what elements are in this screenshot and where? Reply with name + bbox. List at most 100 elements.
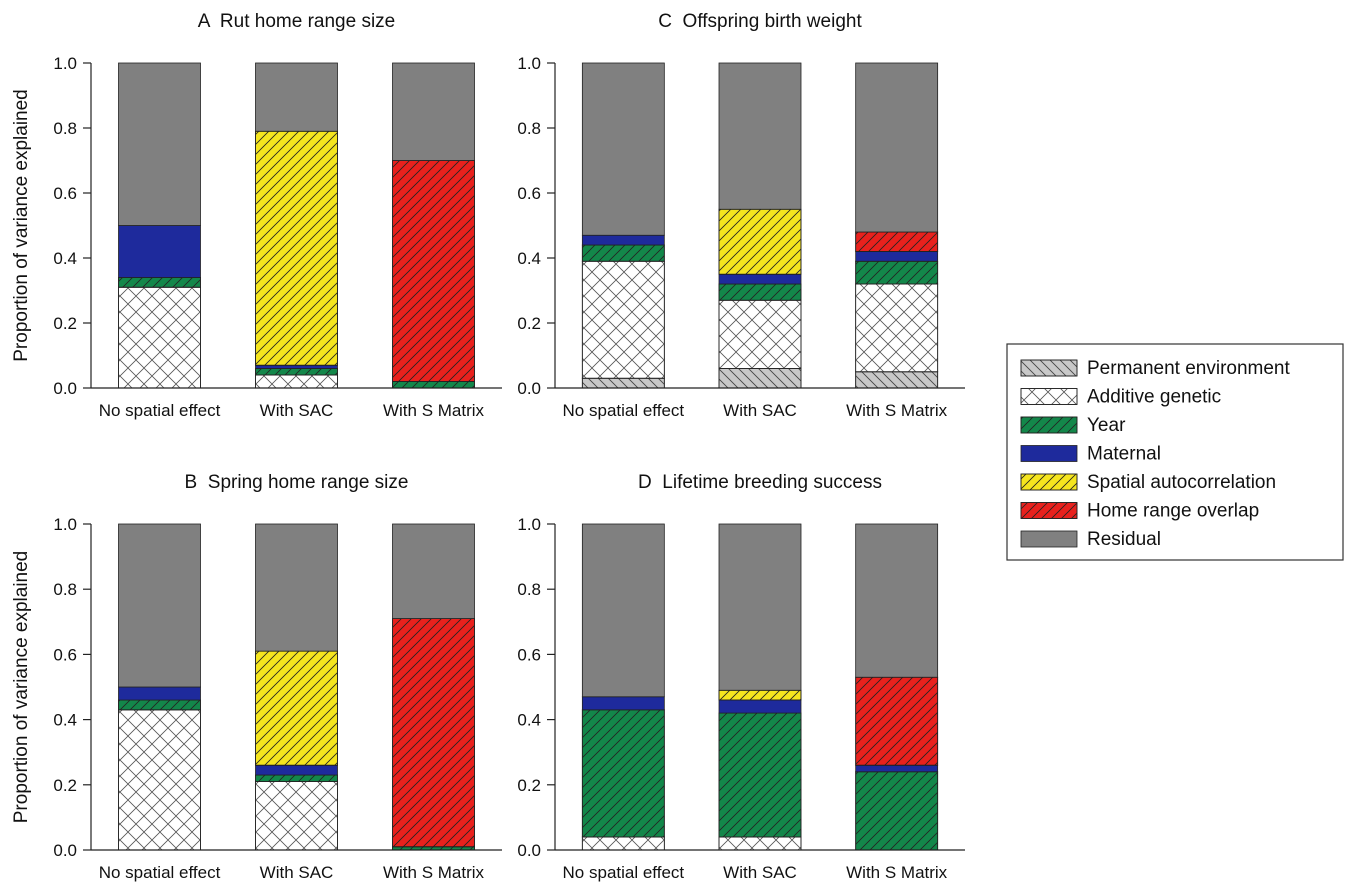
x-tick-label: With SAC bbox=[723, 401, 797, 420]
bar-segment bbox=[718, 836, 802, 851]
chart-panel-4: No spatial effect With SAC With S Matrix 0.… bbox=[517, 472, 965, 882]
y-tick-label: 0.8 bbox=[53, 580, 77, 599]
bar-segment bbox=[718, 523, 802, 691]
legend-swatch bbox=[1020, 530, 1078, 548]
chart-title: C Offspring birth weight bbox=[658, 11, 862, 32]
bar-segment bbox=[581, 234, 665, 246]
bar-segment bbox=[581, 377, 665, 389]
bar-segment bbox=[255, 764, 338, 776]
bar-segment bbox=[581, 244, 665, 262]
y-tick-label: 0.2 bbox=[517, 314, 541, 333]
y-tick-label: 1.0 bbox=[53, 515, 77, 534]
x-tick-label: With SAC bbox=[723, 863, 797, 882]
legend-label: Home range overlap bbox=[1087, 501, 1259, 522]
y-tick-label: 1.0 bbox=[517, 54, 541, 73]
y-tick-label: 0.2 bbox=[517, 776, 541, 795]
x-tick-label: With S Matrix bbox=[846, 401, 948, 420]
chart-panel-1: No spatial effect With SAC With S Matrix 0.… bbox=[11, 11, 502, 420]
bar-segment bbox=[855, 523, 939, 678]
bar-segment bbox=[855, 771, 939, 851]
y-tick-label: 0.0 bbox=[53, 841, 77, 860]
bar-segment bbox=[118, 686, 201, 701]
bar-segment bbox=[581, 696, 665, 711]
bar-segment bbox=[392, 160, 475, 382]
bar-segment bbox=[255, 130, 338, 366]
legend-item: Additive genetic bbox=[1020, 387, 1221, 408]
x-tick-label: With S Matrix bbox=[383, 863, 485, 882]
bar-segment bbox=[581, 709, 665, 838]
legend-item: Residual bbox=[1020, 529, 1161, 550]
chart-title: B Spring home range size bbox=[185, 472, 409, 493]
bar-segment bbox=[255, 774, 338, 782]
bar-segment bbox=[392, 618, 475, 848]
y-tick-label: 0.8 bbox=[517, 119, 541, 138]
legend: Permanent environment Additive genetic Yea… bbox=[1006, 343, 1344, 561]
legend-item: Year bbox=[1020, 415, 1126, 436]
chart-title: A Rut home range size bbox=[198, 11, 396, 32]
bar-segment bbox=[581, 523, 665, 698]
y-tick-label: 0.8 bbox=[517, 580, 541, 599]
bar-segment bbox=[718, 62, 802, 210]
bar-segment bbox=[855, 251, 939, 262]
bar-segment bbox=[255, 781, 338, 851]
legend-swatch bbox=[1020, 445, 1078, 462]
y-tick-label: 0.0 bbox=[53, 379, 77, 398]
bar-segment bbox=[255, 364, 338, 369]
x-tick-label: With S Matrix bbox=[846, 863, 948, 882]
y-axis-label: Proportion of variance explained bbox=[11, 89, 32, 362]
legend-label: Year bbox=[1087, 415, 1126, 436]
bar-segment bbox=[255, 368, 338, 376]
bar-segment bbox=[855, 231, 939, 252]
legend-item: Permanent environment bbox=[1020, 358, 1290, 379]
bar-segment bbox=[392, 381, 475, 389]
bar-segment bbox=[718, 299, 802, 369]
bar-segment bbox=[855, 62, 939, 233]
chart-title: D Lifetime breeding success bbox=[638, 472, 882, 493]
bar-segment bbox=[118, 709, 201, 851]
bar-segment bbox=[855, 676, 939, 766]
bar-segment bbox=[118, 699, 201, 711]
bar-segment bbox=[855, 764, 939, 773]
x-tick-label: No spatial effect bbox=[99, 863, 221, 882]
bar-segment bbox=[581, 260, 665, 379]
chart-panel-3: No spatial effect With SAC With S Matrix 0.… bbox=[11, 472, 502, 882]
bar-segment bbox=[855, 283, 939, 373]
x-tick-label: With SAC bbox=[260, 863, 334, 882]
bar-segment bbox=[718, 699, 802, 714]
legend-label: Permanent environment bbox=[1087, 358, 1290, 379]
bar-segment bbox=[718, 712, 802, 838]
bar-segment bbox=[581, 836, 665, 851]
bar-segment bbox=[855, 371, 939, 389]
y-tick-label: 0.4 bbox=[517, 249, 541, 268]
legend-label: Residual bbox=[1087, 529, 1161, 550]
x-tick-label: No spatial effect bbox=[563, 863, 685, 882]
bar-segment bbox=[255, 523, 338, 652]
bar-segment bbox=[718, 283, 802, 301]
y-tick-label: 0.8 bbox=[53, 119, 77, 138]
y-tick-label: 1.0 bbox=[517, 515, 541, 534]
bar-segment bbox=[118, 62, 201, 226]
bar-segment bbox=[118, 225, 201, 278]
y-axis-label: Proportion of variance explained bbox=[11, 551, 32, 824]
y-tick-label: 0.2 bbox=[53, 314, 77, 333]
legend-label: Additive genetic bbox=[1087, 387, 1221, 408]
bar-segment bbox=[392, 62, 475, 161]
bar-segment bbox=[718, 208, 802, 275]
bar-segment bbox=[118, 523, 201, 688]
x-tick-label: With SAC bbox=[260, 401, 334, 420]
y-tick-label: 0.4 bbox=[53, 249, 77, 268]
x-tick-label: No spatial effect bbox=[563, 401, 685, 420]
legend-item: Maternal bbox=[1020, 444, 1161, 465]
y-tick-label: 0.6 bbox=[517, 184, 541, 203]
legend-item: Home range overlap bbox=[1020, 501, 1259, 522]
chart-panels: No spatial effect With SAC With S Matrix 0.… bbox=[11, 11, 965, 882]
y-tick-label: 0.4 bbox=[53, 711, 77, 730]
bar-segment bbox=[718, 689, 802, 701]
bar-segment bbox=[581, 62, 665, 236]
bar-segment bbox=[255, 374, 338, 389]
bar-segment bbox=[718, 273, 802, 285]
legend-label: Maternal bbox=[1087, 444, 1161, 465]
bar-segment bbox=[118, 286, 201, 389]
y-tick-label: 0.6 bbox=[53, 645, 77, 664]
legend-item: Spatial autocorrelation bbox=[1020, 472, 1276, 493]
